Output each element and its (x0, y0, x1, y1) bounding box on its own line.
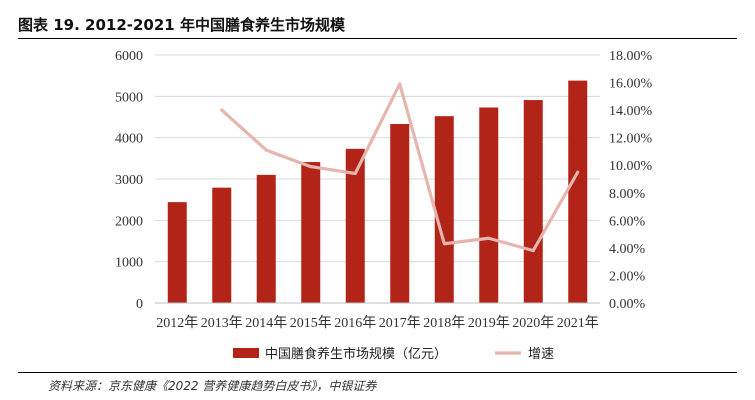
bar-series (167, 80, 588, 303)
x-tick-label: 2020年 (512, 315, 554, 331)
y-right-tick-label: 0.00% (609, 297, 646, 312)
x-tick-label: 2014年 (245, 315, 287, 331)
source-note: 资料来源：京东健康《2022 营养健康趋势白皮书》，中银证券 (48, 379, 377, 393)
x-tick-label: 2015年 (290, 315, 332, 331)
bar (434, 116, 454, 303)
bar (390, 124, 410, 303)
y-left-tick-label: 1000 (115, 256, 143, 271)
y-left-tick-label: 6000 (115, 49, 143, 64)
x-tick-label: 2012年 (156, 315, 198, 331)
x-tick-label: 2016年 (334, 315, 376, 331)
x-tick-label: 2018年 (423, 315, 465, 331)
y-right-tick-label: 18.00% (609, 49, 653, 64)
legend-label-line: 增速 (528, 347, 554, 362)
chart-canvas: 0 1000 2000 3000 4000 5000 6000 0.00% 2.00% 4.00… (115, 49, 653, 362)
legend-swatch-bars (233, 348, 259, 358)
y-right-tick-label: 16.00% (609, 77, 653, 92)
x-tick-label: 2013年 (201, 315, 243, 331)
y-right-tick-label: 2.00% (609, 269, 646, 284)
x-tick-label: 2019年 (468, 315, 510, 331)
bar (256, 174, 276, 303)
x-axis: 2012年 2013年 2014年 2015年 2016年 2017年 2018年 2019年… (155, 302, 600, 331)
y-right-tick-label: 8.00% (609, 187, 646, 202)
bar (212, 187, 232, 303)
y-right-axis: 0.00% 2.00% 4.00% 6.00% 8.00% 10.00% 12.00% 14.… (609, 49, 653, 312)
title-rule (18, 38, 737, 39)
bar (568, 80, 588, 303)
y-right-tick-label: 12.00% (609, 132, 653, 147)
figure-title: 图表 19. 2012-2021 年中国膳食养生市场规模 (18, 16, 345, 34)
bar (301, 162, 321, 303)
y-right-tick-label: 14.00% (609, 104, 653, 119)
bar (523, 100, 543, 303)
y-left-tick-label: 3000 (115, 173, 143, 188)
bar (167, 202, 187, 303)
growth-line-series (220, 82, 580, 253)
legend: 中国膳食养生市场规模（亿元） 增速 (233, 346, 554, 362)
y-left-tick-label: 0 (136, 297, 143, 312)
y-left-tick-label: 2000 (115, 214, 143, 229)
y-right-tick-label: 4.00% (609, 242, 646, 257)
y-right-tick-label: 6.00% (609, 214, 646, 229)
bar (345, 148, 365, 303)
y-right-tick-label: 10.00% (609, 159, 653, 174)
bar (479, 107, 499, 303)
x-tick-label: 2017年 (379, 315, 421, 331)
legend-label-bars: 中国膳食养生市场规模（亿元） (265, 346, 447, 362)
y-left-tick-label: 4000 (115, 132, 143, 147)
y-left-tick-label: 5000 (115, 90, 143, 105)
x-tick-label: 2021年 (557, 315, 599, 331)
y-left-axis: 0 1000 2000 3000 4000 5000 6000 (115, 49, 143, 312)
source-rule (18, 372, 737, 373)
